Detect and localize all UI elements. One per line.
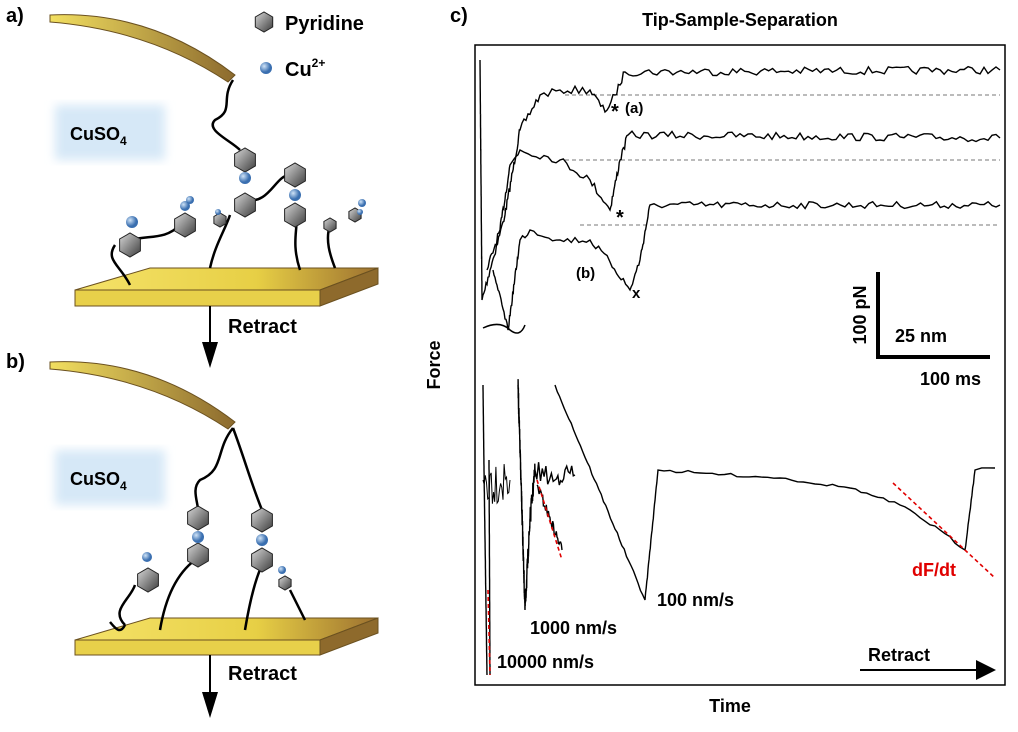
pyridine — [284, 202, 306, 228]
pyridine — [187, 542, 209, 568]
trace — [536, 484, 563, 551]
copper-ion — [215, 209, 221, 215]
scale-label: 100 pN — [850, 285, 870, 344]
panel-label: b) — [6, 351, 25, 373]
substrate — [319, 267, 379, 307]
linker — [110, 79, 337, 286]
traces — [479, 59, 1001, 676]
arrow — [202, 692, 218, 718]
copper-icon — [260, 62, 272, 74]
copper-ion — [186, 196, 194, 204]
trace — [482, 385, 488, 676]
copper-ion — [239, 172, 251, 184]
salt-box — [55, 450, 165, 505]
action-label: Retract — [868, 645, 930, 665]
annotation: x — [632, 285, 641, 302]
panel-title: Tip-Sample-Separation — [642, 10, 838, 30]
copper-ion — [358, 199, 366, 207]
substrate — [319, 617, 379, 656]
salt-box — [55, 105, 165, 160]
trace — [554, 384, 996, 601]
pyridine — [254, 11, 274, 33]
annotation: (b) — [576, 265, 595, 282]
action-label: Retract — [228, 316, 297, 338]
annotation: * — [616, 207, 624, 229]
slope-fit — [487, 589, 491, 676]
slope-label: dF/dt — [912, 560, 956, 580]
copper-ion — [192, 531, 204, 543]
y-axis-label: Force — [424, 340, 444, 389]
copper-ion — [180, 201, 190, 211]
copper-ion — [289, 189, 301, 201]
pyridine — [187, 505, 209, 531]
annotation: * — [611, 101, 619, 123]
legend-label: Pyridine — [285, 13, 364, 35]
scale-bar — [876, 272, 990, 359]
pyridine — [119, 232, 141, 258]
rate-label: 100 nm/s — [657, 590, 734, 610]
pyridine — [284, 162, 306, 188]
substrate — [74, 639, 321, 656]
copper-ion — [357, 209, 363, 215]
pyridine — [234, 147, 256, 173]
salt-label: CuSO4 — [70, 124, 127, 148]
pyridine — [234, 192, 256, 218]
cantilever — [49, 361, 236, 430]
molecules — [119, 11, 366, 593]
rate-label: 1000 nm/s — [530, 618, 617, 638]
pyridine — [251, 547, 273, 573]
pyridine — [323, 217, 337, 233]
pyridine — [278, 575, 292, 591]
trace — [479, 59, 1001, 301]
panel-label: c) — [450, 5, 468, 27]
trace — [492, 200, 1001, 331]
pyridine — [137, 567, 159, 593]
pyridine — [174, 212, 196, 238]
trace — [517, 379, 576, 611]
scale-label: 100 ms — [920, 369, 981, 389]
copper-ion — [256, 534, 268, 546]
arrow — [202, 342, 218, 368]
trace — [482, 464, 511, 505]
annotation: (a) — [625, 100, 643, 117]
panel-label: a) — [6, 5, 24, 27]
plot-frame — [474, 44, 1006, 686]
substrate — [74, 289, 321, 307]
pyridine — [251, 507, 273, 533]
pyridine — [213, 212, 227, 228]
salt-label: CuSO4 — [70, 469, 127, 493]
baselines — [565, 94, 1000, 226]
action-label: Retract — [228, 663, 297, 685]
axis-break — [482, 323, 526, 334]
legend-label: Cu2+ — [285, 56, 325, 81]
trace — [486, 130, 1001, 271]
copper-ion — [126, 216, 138, 228]
scale-label: 25 nm — [895, 326, 947, 346]
slope-fit — [892, 482, 996, 579]
copper-ion — [278, 566, 286, 574]
rate-label: 10000 nm/s — [497, 652, 594, 672]
cantilever — [49, 14, 236, 83]
x-axis-label: Time — [709, 696, 751, 716]
copper-ion — [142, 552, 152, 562]
linker — [109, 427, 307, 632]
